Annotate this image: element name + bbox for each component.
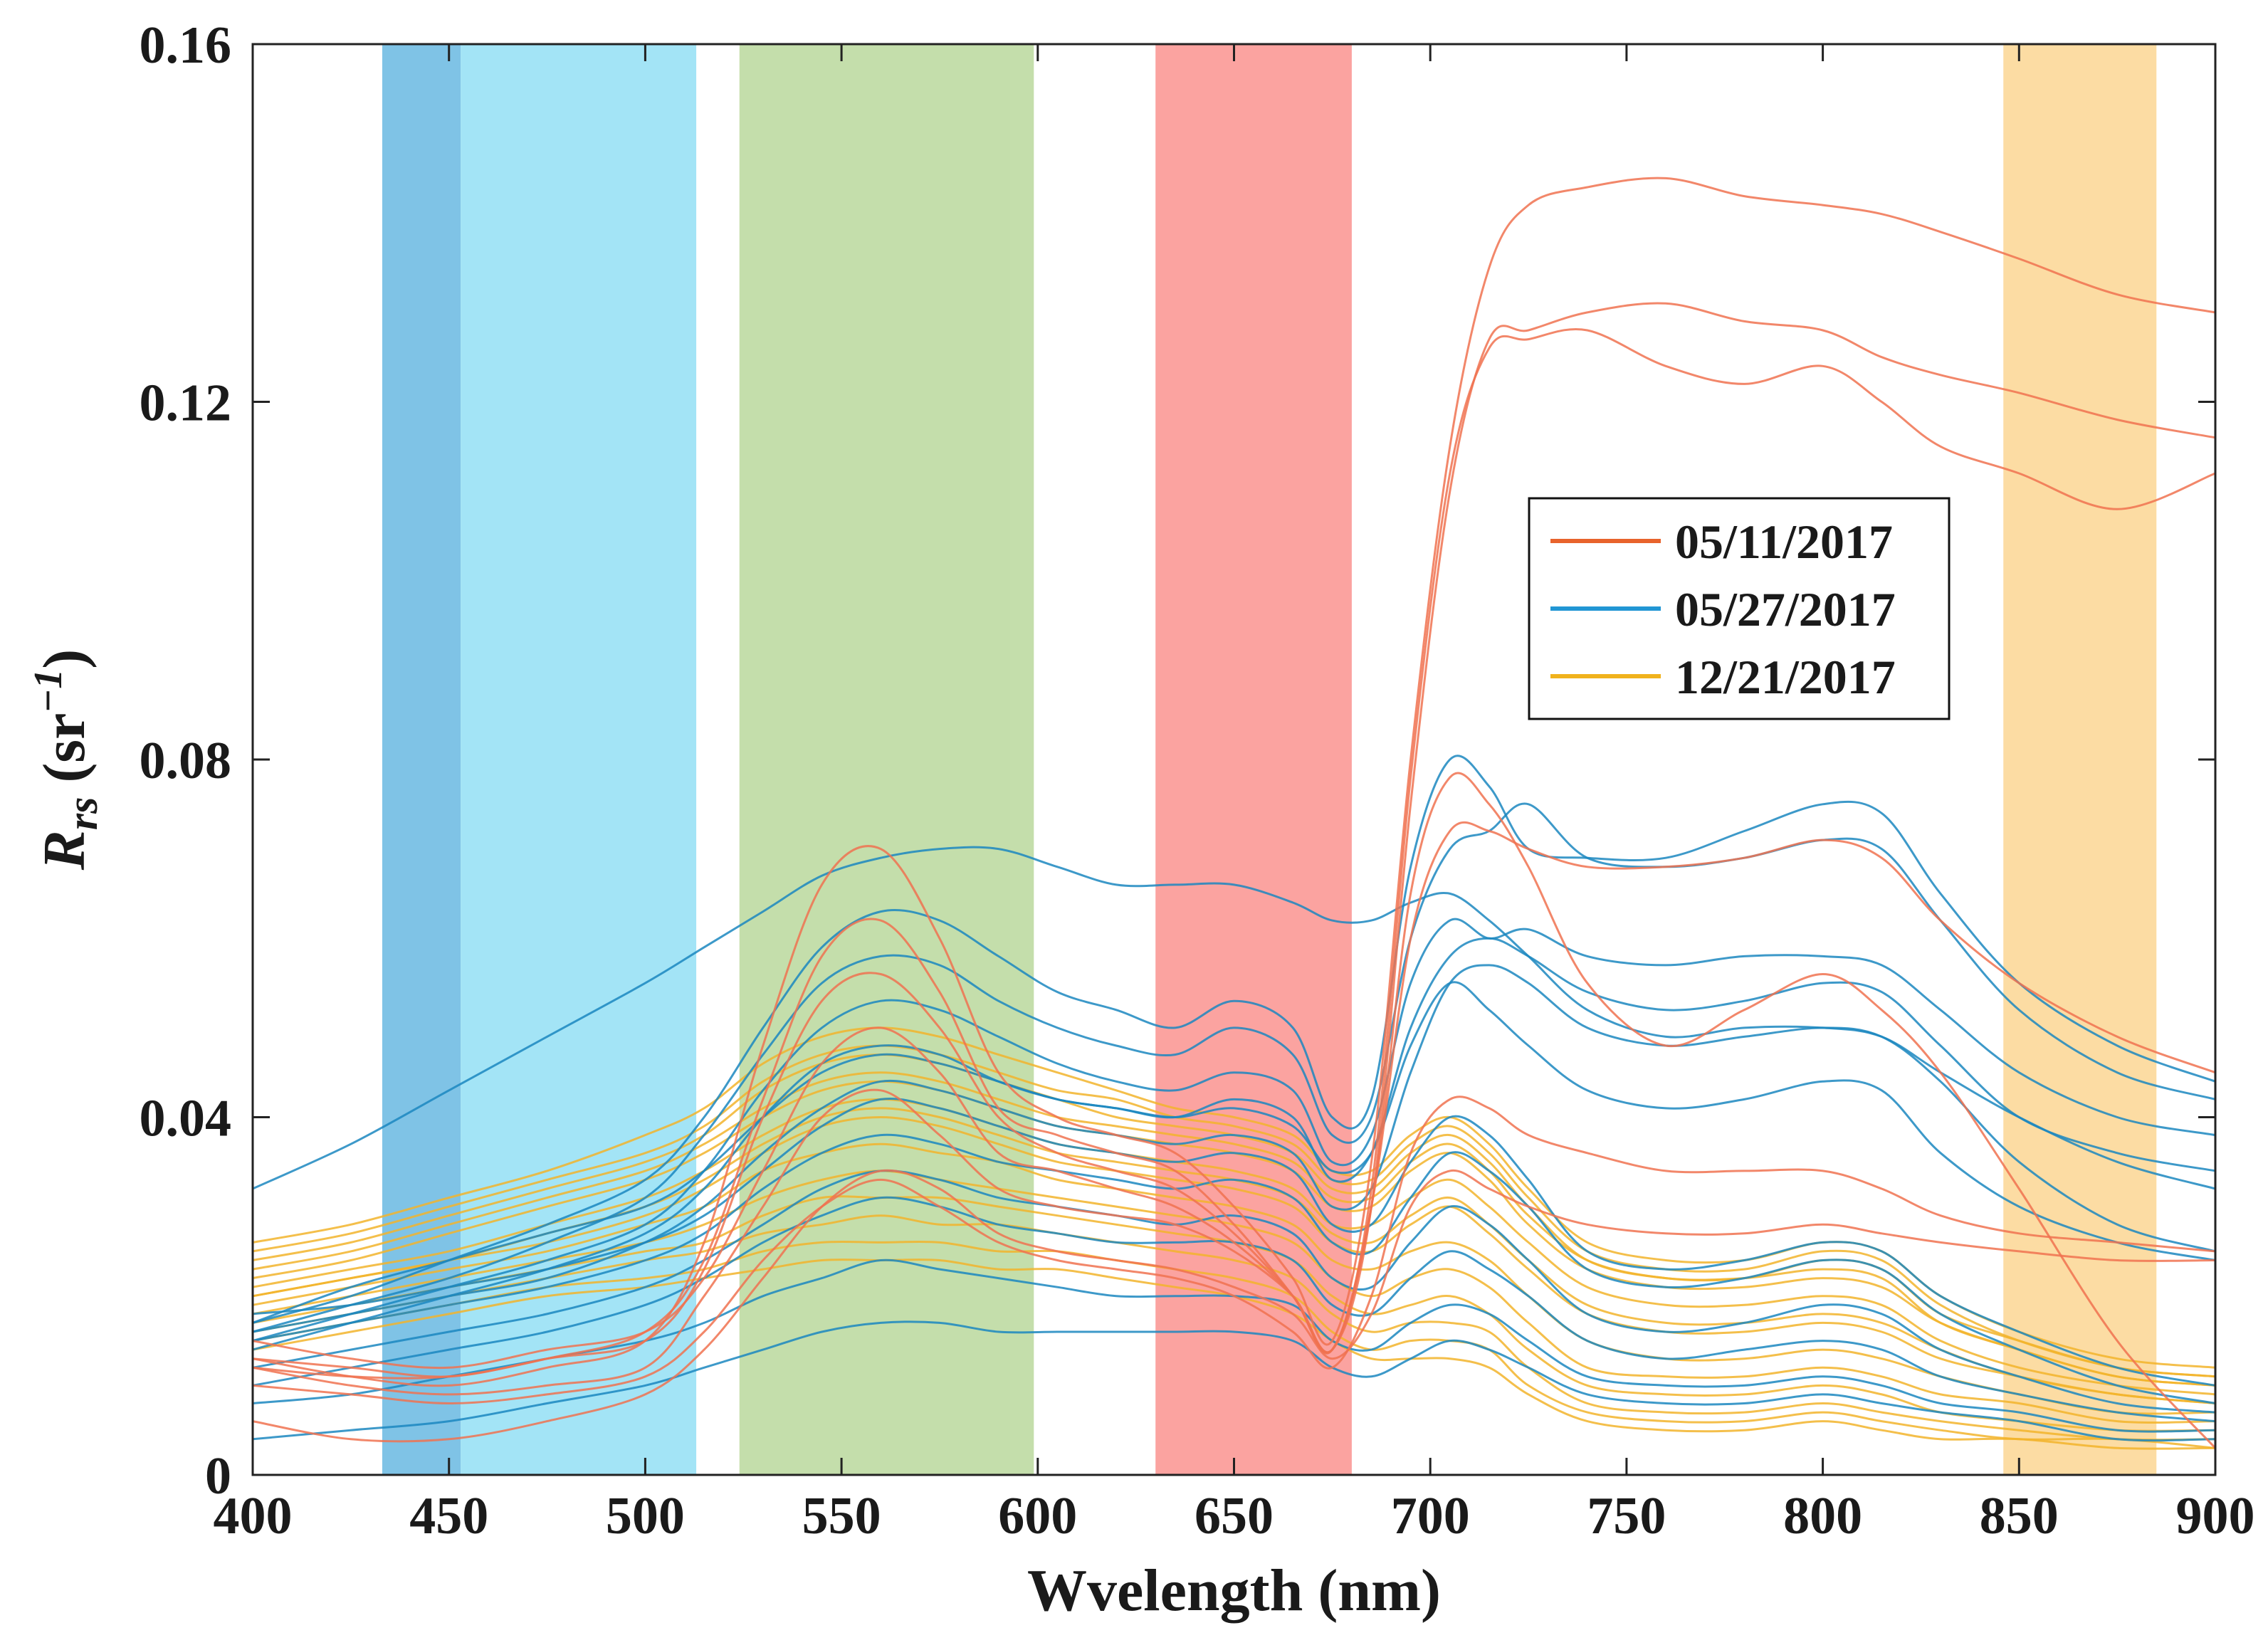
x-tick-label: 450: [409, 1487, 488, 1545]
spectrum-line: [252, 1258, 2216, 1433]
y-axis-title-main: R: [31, 830, 98, 871]
band-deep-blue: [382, 44, 461, 1475]
legend-label: 05/11/2017: [1675, 515, 1893, 569]
y-axis-title-exponent: −1: [26, 669, 70, 713]
legend: 05/11/2017 05/27/2017 12/21/2017: [1528, 497, 1951, 720]
spectrum-line: [252, 1240, 2216, 1449]
spectrum-line: [252, 1044, 2216, 1378]
y-tick-label: 0.04: [140, 1090, 232, 1148]
spectrum-line: [252, 937, 2216, 1351]
x-tick-label: 400: [214, 1487, 293, 1545]
spectrum-line: [252, 821, 2216, 1396]
x-tick-label: 600: [998, 1487, 1077, 1545]
band-red: [1155, 44, 1352, 1475]
spectrum-line: [252, 1133, 2216, 1404]
legend-label: 12/21/2017: [1675, 650, 1896, 704]
x-tick-label: 900: [2176, 1487, 2255, 1545]
y-tick-label: 0.08: [140, 732, 232, 790]
y-tick-label: 0.12: [140, 374, 232, 433]
x-tick-label: 550: [802, 1487, 881, 1545]
spectrum-line: [252, 1098, 2216, 1396]
y-axis-title: Rrs (sr−1): [26, 649, 106, 871]
x-axis-title: Wvelength (nm): [1027, 1557, 1441, 1624]
y-tick-label: 0: [205, 1447, 231, 1506]
spectrum-line: [252, 1095, 2216, 1404]
y-axis-title-close: ): [31, 649, 98, 669]
spectral-bands: [382, 44, 2157, 1475]
x-tick-label: 500: [606, 1487, 685, 1545]
spectrum-line: [252, 755, 2216, 1324]
spectrum-line: [252, 918, 2216, 1342]
spectrum-line: [252, 1258, 2216, 1450]
x-tick-label: 750: [1587, 1487, 1666, 1545]
y-axis-title-unit: (sr: [31, 713, 98, 783]
x-tick-label: 800: [1783, 1487, 1862, 1545]
axis-ticks: 400 450 500 550 600 650 700 750 800 850 900 0 0.04 0.…: [140, 16, 2255, 1545]
band-green: [739, 44, 1034, 1475]
spectrum-line: [252, 1071, 2216, 1387]
spectrum-line: [252, 981, 2216, 1324]
spectrum-line: [252, 1196, 2216, 1423]
legend-label: 05/27/2017: [1675, 582, 1896, 636]
spectrum-line: [252, 1170, 2216, 1424]
spectrum-line: [252, 1169, 2216, 1443]
y-tick-label: 0.16: [140, 16, 232, 75]
y-axis-title-subscript: rs: [59, 797, 106, 831]
series-05-27-2017: [252, 755, 2216, 1442]
spectrum-line: [252, 802, 2216, 1333]
spectrum-line: [252, 964, 2216, 1333]
spectral-curves: [252, 177, 2217, 1450]
series-05-11-2017: [252, 177, 2217, 1449]
x-tick-label: 650: [1195, 1487, 1274, 1545]
spectrum-line: [252, 177, 2216, 1387]
x-tick-label: 700: [1391, 1487, 1470, 1545]
x-tick-label: 850: [1980, 1487, 2059, 1545]
spectrum-line: [252, 1170, 2216, 1414]
spectrum-line: [252, 1097, 2216, 1387]
